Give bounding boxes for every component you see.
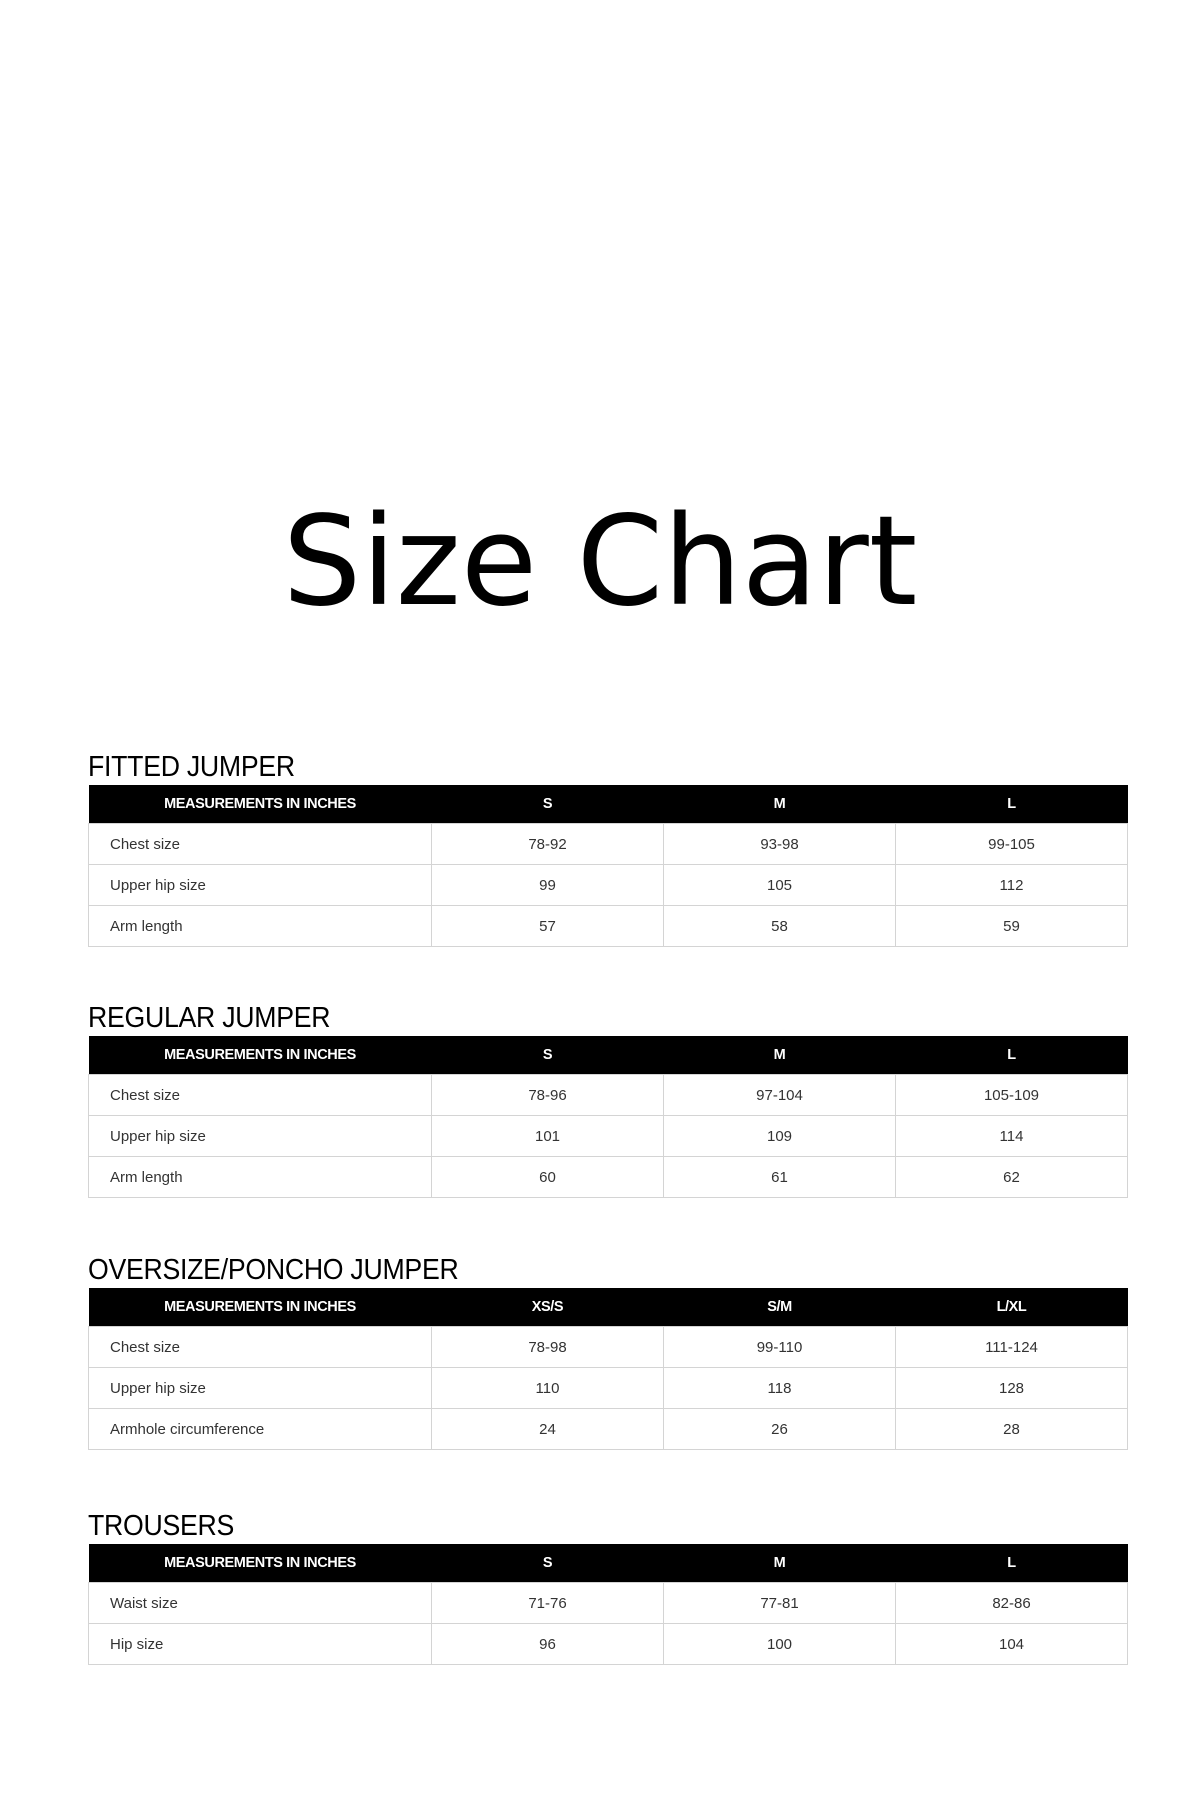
section-heading: TROUSERS [88,1510,235,1542]
table-header: MEASUREMENTS IN INCHES S M L [88,1544,1128,1583]
measurement-label: Upper hip size [88,1367,432,1409]
size-value: 96 [431,1623,664,1665]
column-header: XS/S [431,1288,664,1327]
size-value: 104 [895,1623,1128,1665]
section-heading: REGULAR JUMPER [88,1002,331,1034]
size-value: 59 [895,905,1128,947]
column-header: L [895,785,1128,824]
table-header: MEASUREMENTS IN INCHES XS/S S/M L/XL [88,1288,1128,1327]
measurement-label: Arm length [88,1156,432,1198]
size-value: 109 [663,1115,896,1157]
size-value: 60 [431,1156,664,1198]
size-value: 99-105 [895,823,1128,865]
column-header: MEASUREMENTS IN INCHES [88,1036,432,1075]
size-value: 110 [431,1367,664,1409]
section-heading: OVERSIZE/PONCHO JUMPER [88,1254,459,1286]
size-value: 78-98 [431,1326,664,1368]
column-header: S/M [663,1288,896,1327]
size-value: 78-92 [431,823,664,865]
size-value: 62 [895,1156,1128,1198]
measurement-label: Hip size [88,1623,432,1665]
size-value: 78-96 [431,1074,664,1116]
table-row: Arm length 57 58 59 [88,905,1128,947]
size-value: 105 [663,864,896,906]
table-row: Arm length 60 61 62 [88,1156,1128,1198]
table-row: Upper hip size 110 118 128 [88,1367,1128,1409]
page-title: Size Chart [282,490,918,634]
table-header: MEASUREMENTS IN INCHES S M L [88,1036,1128,1075]
column-header: M [663,1544,896,1583]
column-header: MEASUREMENTS IN INCHES [88,785,432,824]
column-header: S [431,785,664,824]
table-row: Chest size 78-92 93-98 99-105 [88,823,1128,865]
measurement-label: Armhole circumference [88,1408,432,1450]
size-table: MEASUREMENTS IN INCHES S M L Waist size 71-76… [88,1544,1128,1665]
column-header: M [663,1036,896,1075]
measurement-label: Arm length [88,905,432,947]
size-value: 99-110 [663,1326,896,1368]
column-header: L/XL [895,1288,1128,1327]
size-section: TROUSERS MEASUREMENTS IN INCHES S M L Waist s… [88,1509,1128,1665]
measurement-label: Chest size [88,1326,432,1368]
table-header: MEASUREMENTS IN INCHES S M L [88,785,1128,824]
size-value: 128 [895,1367,1128,1409]
size-value: 93-98 [663,823,896,865]
section-heading: FITTED JUMPER [88,751,295,783]
measurement-label: Upper hip size [88,1115,432,1157]
size-value: 97-104 [663,1074,896,1116]
size-value: 24 [431,1408,664,1450]
column-header: MEASUREMENTS IN INCHES [88,1544,432,1583]
measurement-label: Upper hip size [88,864,432,906]
measurement-label: Waist size [88,1582,432,1624]
size-value: 112 [895,864,1128,906]
size-value: 99 [431,864,664,906]
column-header: M [663,785,896,824]
size-value: 105-109 [895,1074,1128,1116]
size-value: 82-86 [895,1582,1128,1624]
size-value: 26 [663,1408,896,1450]
table-row: Upper hip size 101 109 114 [88,1115,1128,1157]
table-row: Waist size 71-76 77-81 82-86 [88,1582,1128,1624]
size-table: MEASUREMENTS IN INCHES XS/S S/M L/XL Chest s… [88,1288,1128,1450]
column-header: S [431,1036,664,1075]
size-value: 58 [663,905,896,947]
column-header: S [431,1544,664,1583]
size-value: 57 [431,905,664,947]
column-header: L [895,1544,1128,1583]
measurement-label: Chest size [88,823,432,865]
size-value: 100 [663,1623,896,1665]
size-value: 77-81 [663,1582,896,1624]
table-row: Hip size 96 100 104 [88,1623,1128,1665]
size-table: MEASUREMENTS IN INCHES S M L Chest size 78-92… [88,785,1128,947]
size-value: 61 [663,1156,896,1198]
table-row: Armhole circumference 24 26 28 [88,1408,1128,1450]
size-value: 71-76 [431,1582,664,1624]
table-row: Chest size 78-96 97-104 105-109 [88,1074,1128,1116]
size-table: MEASUREMENTS IN INCHES S M L Chest size 78-96… [88,1036,1128,1198]
size-value: 111-124 [895,1326,1128,1368]
size-value: 118 [663,1367,896,1409]
size-section: FITTED JUMPER MEASUREMENTS IN INCHES S M L Ch… [88,750,1128,947]
size-value: 28 [895,1408,1128,1450]
size-value: 101 [431,1115,664,1157]
size-value: 114 [895,1115,1128,1157]
column-header: MEASUREMENTS IN INCHES [88,1288,432,1327]
table-row: Upper hip size 99 105 112 [88,864,1128,906]
size-section: REGULAR JUMPER MEASUREMENTS IN INCHES S M L C… [88,1001,1128,1198]
measurement-label: Chest size [88,1074,432,1116]
column-header: L [895,1036,1128,1075]
size-section: OVERSIZE/PONCHO JUMPER MEASUREMENTS IN IN… [88,1253,1128,1450]
table-row: Chest size 78-98 99-110 111-124 [88,1326,1128,1368]
